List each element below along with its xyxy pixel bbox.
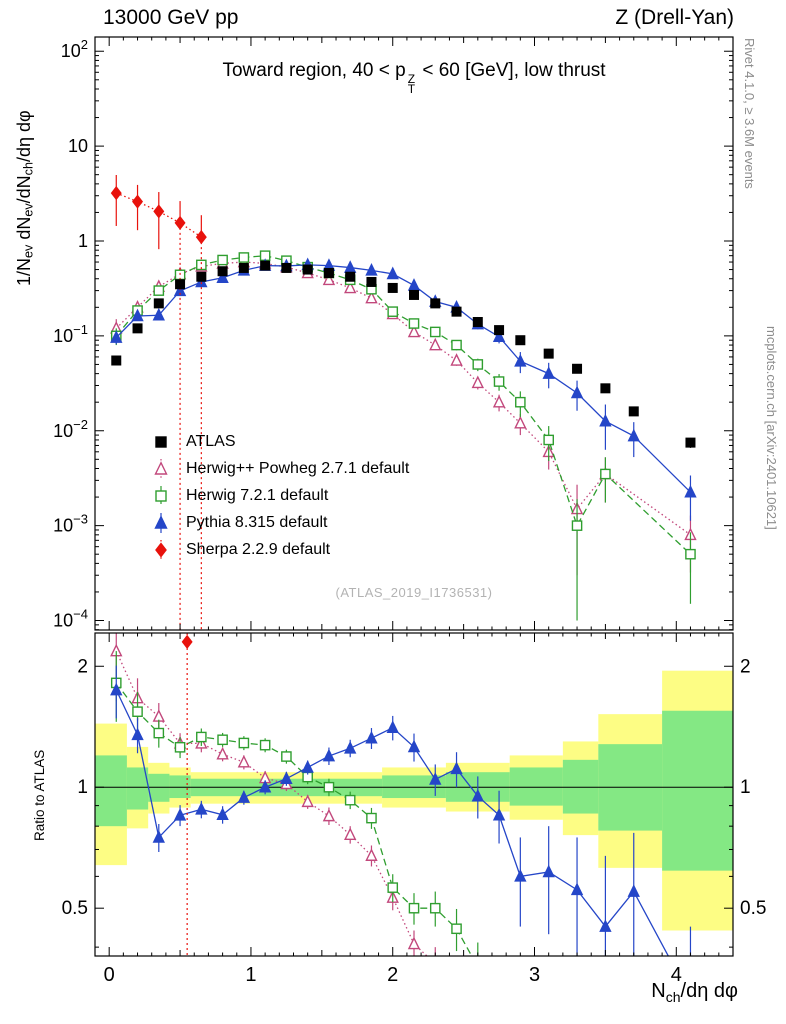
legend-item: ATLAS [148,428,409,455]
title-post: < 60 [GeV], low thrust [417,60,606,81]
legend-item: Pythia 8.315 default [148,509,409,536]
tick-label: 0 [104,964,115,986]
rivet-version-note: Rivet 4.1.0, ≥ 3.6M events [742,38,757,189]
analysis-id-watermark: (ATLAS_2019_I1736531) [335,585,493,600]
ratio-panel-frame [94,632,734,957]
mcplots-arxiv-note: mcplots.cern.ch [arXiv:2401.10621] [764,326,779,530]
tick-label: 10−4 [53,607,88,631]
ratio-panel-data [110,633,692,956]
legend-marker-square-icon [155,485,167,506]
legend-item: Herwig++ Powheg 2.7.1 default [148,455,409,482]
ratio-uncertainty-bands [95,670,733,931]
title-pre: Toward region, 40 < p [222,60,406,81]
tick-label: 0.5 [62,898,88,919]
main-panel-frame [94,36,734,631]
legend-item: Herwig 7.2.1 default [148,482,409,509]
tick-label: 1 [78,231,88,251]
legend: ATLAS Herwig++ Powheg 2.7.1 default Herwig… [148,428,409,563]
tick-label: 0.5 [740,898,766,919]
tick-label: 2 [740,656,751,677]
legend-label: Herwig++ Powheg 2.7.1 default [186,459,410,477]
tick-label: 10 [68,136,88,156]
main-y-axis-label: 1/Nev dNev/dNch/dη dφ [14,110,36,286]
legend-marker-square-icon [155,435,167,448]
main-panel-data [110,175,697,630]
legend-label: Sherpa 2.2.9 default [186,540,331,558]
legend-label: Pythia 8.315 default [186,513,328,531]
legend-marker-triangle-icon [154,458,168,479]
ratio-y-axis-label: Ratio to ATLAS [32,749,47,841]
legend-item: Sherpa 2.2.9 default [148,536,409,563]
tick-label: 3 [529,964,540,986]
title-superscript: Z [407,72,416,86]
tick-label: 10−2 [53,417,88,441]
tick-label: 2 [77,656,88,677]
x-axis-label: Nch/dη dφ [651,980,738,1005]
tick-label: 1 [740,777,751,798]
tick-label: 102 [61,37,88,61]
legend-label: ATLAS [186,432,236,450]
legend-marker-triangle-icon [154,512,168,533]
tick-label: 10−3 [53,512,88,536]
title-subscript: T [407,82,416,96]
tick-label: 1 [245,964,256,986]
tick-label: 10−1 [53,322,88,346]
legend-marker-diamond-icon [155,539,167,560]
tick-label: 2 [387,964,398,986]
tick-label: 4 [671,964,682,986]
beam-energy-label: 13000 GeV pp [103,6,239,29]
tick-label: 1 [77,777,88,798]
legend-label: Herwig 7.2.1 default [186,486,329,504]
process-label: Z (Drell-Yan) [615,6,734,29]
